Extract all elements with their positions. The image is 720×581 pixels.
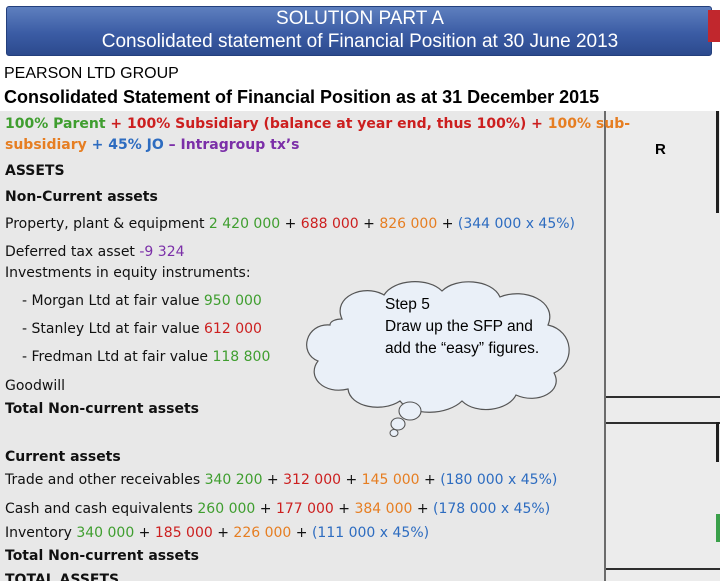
legend-intragroup: Intragroup tx’s <box>180 137 300 153</box>
callout-line-1: Step 5 <box>385 296 430 313</box>
column-divider <box>604 111 606 581</box>
table-right-border <box>716 422 719 462</box>
row-cash: Cash and cash equivalents 260 000 + 177 … <box>5 501 551 517</box>
callout-text: Step 5 Draw up the SFP and add the “easy… <box>385 294 539 360</box>
thought-cloud-callout <box>302 279 578 437</box>
row-receivables: Trade and other receivables 340 200 + 31… <box>5 472 558 488</box>
amount-column-header: R <box>655 141 666 158</box>
table-right-border <box>716 111 719 213</box>
row-stanley: - Stanley Ltd at fair value 612 000 <box>22 321 262 337</box>
banner-accent <box>708 10 720 42</box>
banner-title: SOLUTION PART A <box>276 8 444 29</box>
group-name: PEARSON LTD GROUP <box>4 65 179 82</box>
row-fredman: - Fredman Ltd at fair value 118 800 <box>22 349 271 365</box>
row-inventory: Inventory 340 000 + 185 000 + 226 000 + … <box>5 525 430 541</box>
legend-parent: 100% Parent <box>5 116 106 132</box>
row-deferred-tax: Deferred tax asset -9 324 <box>5 244 185 260</box>
row-total-assets: TOTAL ASSETS <box>5 572 120 581</box>
row-investments: Investments in equity instruments: <box>5 265 251 281</box>
row-divider <box>606 396 720 398</box>
amount-column <box>606 111 720 581</box>
current-heading: Current assets <box>5 449 121 465</box>
assets-heading: ASSETS <box>5 163 65 179</box>
non-current-heading: Non-Current assets <box>5 189 158 205</box>
row-total-current: Total Non-current assets <box>5 548 199 564</box>
legend-sub-subsidiary: 100% sub- <box>547 116 631 132</box>
legend-jo: 45% JO <box>108 137 164 153</box>
row-morgan: - Morgan Ltd at fair value 950 000 <box>22 293 262 309</box>
title-banner: SOLUTION PART A Consolidated statement o… <box>0 0 720 58</box>
accent-mark <box>716 514 720 542</box>
row-total-non-current: Total Non-current assets <box>5 401 199 417</box>
row-ppe: Property, plant & equipment 2 420 000 + … <box>5 216 576 232</box>
legend-subsidiary: 100% Subsidiary (balance at year end, th… <box>127 116 527 132</box>
title-banner-box <box>6 6 712 56</box>
statement-title: Consolidated Statement of Financial Posi… <box>4 87 600 107</box>
row-divider <box>606 568 720 570</box>
callout-line-3: add the “easy” figures. <box>385 340 540 357</box>
row-goodwill: Goodwill <box>5 378 65 394</box>
callout-line-2: Draw up the SFP and <box>385 318 533 335</box>
thought-cloud-shape <box>306 281 570 437</box>
color-legend: 100% Parent + 100% Subsidiary (balance a… <box>5 116 631 132</box>
color-legend-cont: subsidiary + 45% JO – Intragroup tx’s <box>5 137 300 153</box>
banner-subtitle: Consolidated statement of Financial Posi… <box>101 31 619 52</box>
row-divider <box>606 422 720 424</box>
